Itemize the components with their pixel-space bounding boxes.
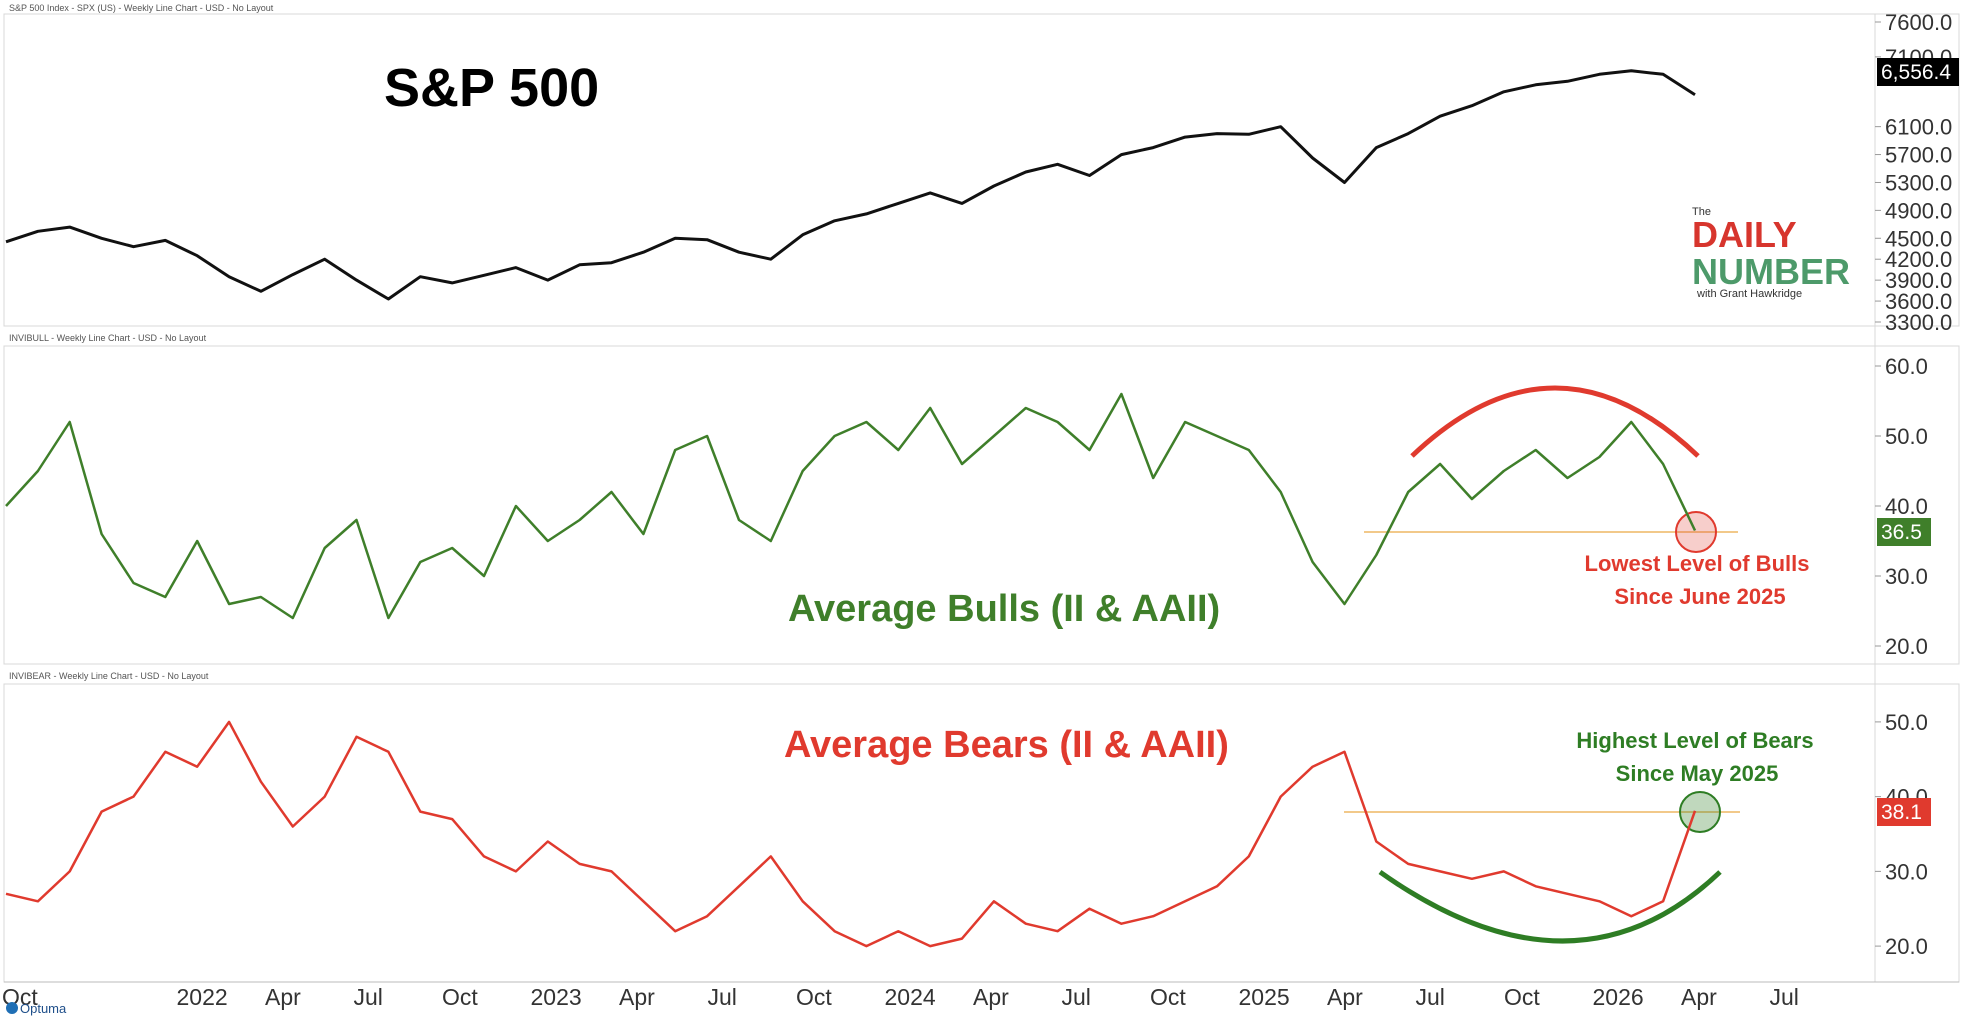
- bears-tag-bg: [1877, 798, 1931, 826]
- bulls-note-line2: Since June 2025: [1614, 584, 1785, 609]
- x-tick-label: Jul: [354, 984, 383, 1010]
- optuma-logo-icon: [6, 1002, 18, 1014]
- bears-bottom-arc: [1378, 869, 1722, 944]
- logo-number: NUMBER: [1692, 251, 1850, 292]
- bulls-note-line1: Lowest Level of Bulls: [1585, 551, 1810, 576]
- spx-tag-text: 6,556.4: [1881, 61, 1951, 84]
- bulls-caption: INVIBULL - Weekly Line Chart - USD - No …: [9, 333, 207, 343]
- bulls-series-line: [5, 392, 1697, 620]
- x-tick-label: 2025: [1239, 984, 1290, 1010]
- bears-series-line: [5, 720, 1697, 948]
- bears-y-tick-label: 30.0: [1885, 859, 1928, 884]
- spx-y-tick-label: 5300.0: [1885, 170, 1952, 195]
- bulls-tag-bg: [1877, 518, 1931, 546]
- daily-number-logo: The DAILY NUMBER with Grant Hawkridge: [1692, 206, 1850, 300]
- bears-title: Average Bears (II & AAII): [784, 724, 1229, 766]
- spx-y-tick-label: 3300.0: [1885, 310, 1952, 335]
- spx-last-value-tag: 6,556.4: [1877, 58, 1959, 86]
- x-tick-label: Jul: [1416, 984, 1445, 1010]
- bulls-y-tick-label: 20.0: [1885, 634, 1928, 659]
- spx-caption: S&P 500 Index - SPX (US) - Weekly Line C…: [9, 3, 274, 13]
- spx-y-tick-label: 4500.0: [1885, 226, 1952, 251]
- spx-y-axis: 7600.07100.06100.05700.05300.04900.04500…: [1875, 10, 1952, 335]
- spx-title: S&P 500: [384, 58, 599, 118]
- x-tick-label: Apr: [619, 984, 655, 1010]
- x-tick-label: 2026: [1593, 984, 1644, 1010]
- bulls-tag-text: 36.5: [1881, 521, 1922, 544]
- x-tick-label: Jul: [1770, 984, 1799, 1010]
- x-tick-label: Jul: [708, 984, 737, 1010]
- bulls-y-tick-label: 30.0: [1885, 564, 1928, 589]
- x-tick-label: Jul: [1062, 984, 1091, 1010]
- spx-y-tick-label: 4900.0: [1885, 198, 1952, 223]
- bulls-y-tick-label: 40.0: [1885, 494, 1928, 519]
- bears-last-value-tag: 38.1: [1877, 798, 1931, 826]
- x-tick-label: Oct: [442, 984, 478, 1010]
- x-tick-label: 2024: [885, 984, 936, 1010]
- spx-tag-bg: [1877, 58, 1959, 86]
- bulls-y-tick-label: 60.0: [1885, 354, 1928, 379]
- bears-note-line1: Highest Level of Bears: [1576, 728, 1813, 753]
- bears-y-axis: 50.040.030.020.0: [1875, 710, 1928, 959]
- bears-y-tick-label: 20.0: [1885, 934, 1928, 959]
- x-tick-label: Apr: [1681, 984, 1717, 1010]
- x-tick-label: Oct: [1150, 984, 1186, 1010]
- x-tick-label: 2023: [531, 984, 582, 1010]
- bears-caption: INVIBEAR - Weekly Line Chart - USD - No …: [9, 671, 209, 681]
- x-axis-labels: Oct 2022 Apr Jul Oct 2023 Apr Jul Oct 2024 Apr Jul O…: [2, 984, 1799, 1010]
- bulls-low-marker: [1675, 511, 1717, 553]
- bears-high-marker: [1679, 791, 1721, 833]
- x-tick-label: 2022: [177, 984, 228, 1010]
- bears-note-line2: Since May 2025: [1616, 761, 1779, 786]
- bulls-y-tick-label: 50.0: [1885, 424, 1928, 449]
- bulls-y-axis: 60.0 50.0 40.0 30.0 20.0: [1875, 354, 1928, 659]
- spx-panel-frame: [3, 13, 1960, 327]
- x-tick-label: Oct: [796, 984, 832, 1010]
- logo-the: The: [1692, 206, 1711, 218]
- x-tick-label: Apr: [973, 984, 1009, 1010]
- x-tick-label: Oct: [1504, 984, 1540, 1010]
- x-tick-label: Apr: [1327, 984, 1363, 1010]
- spx-y-tick-label: 4200.0: [1885, 247, 1952, 272]
- spx-y-tick-label: 6100.0: [1885, 115, 1952, 140]
- spx-y-tick-label: 5700.0: [1885, 143, 1952, 168]
- bulls-last-value-tag: 36.5: [1877, 518, 1931, 546]
- bulls-panel-frame: [3, 345, 1960, 665]
- logo-daily: DAILY: [1692, 214, 1797, 255]
- bulls-top-arc: [1410, 385, 1700, 458]
- bears-y-tick-label: 50.0: [1885, 710, 1928, 735]
- spx-series-line: [5, 69, 1696, 301]
- bears-tag-text: 38.1: [1881, 801, 1922, 824]
- spx-y-tick-label: 3600.0: [1885, 289, 1952, 314]
- logo-byline: with Grant Hawkridge: [1696, 288, 1802, 300]
- spx-y-tick-label: 3900.0: [1885, 268, 1952, 293]
- optuma-brand: Optuma: [20, 1001, 67, 1016]
- x-tick-label: Apr: [265, 984, 301, 1010]
- spx-y-tick-label: 7600.0: [1885, 10, 1952, 35]
- bulls-title: Average Bulls (II & AAII): [788, 588, 1220, 630]
